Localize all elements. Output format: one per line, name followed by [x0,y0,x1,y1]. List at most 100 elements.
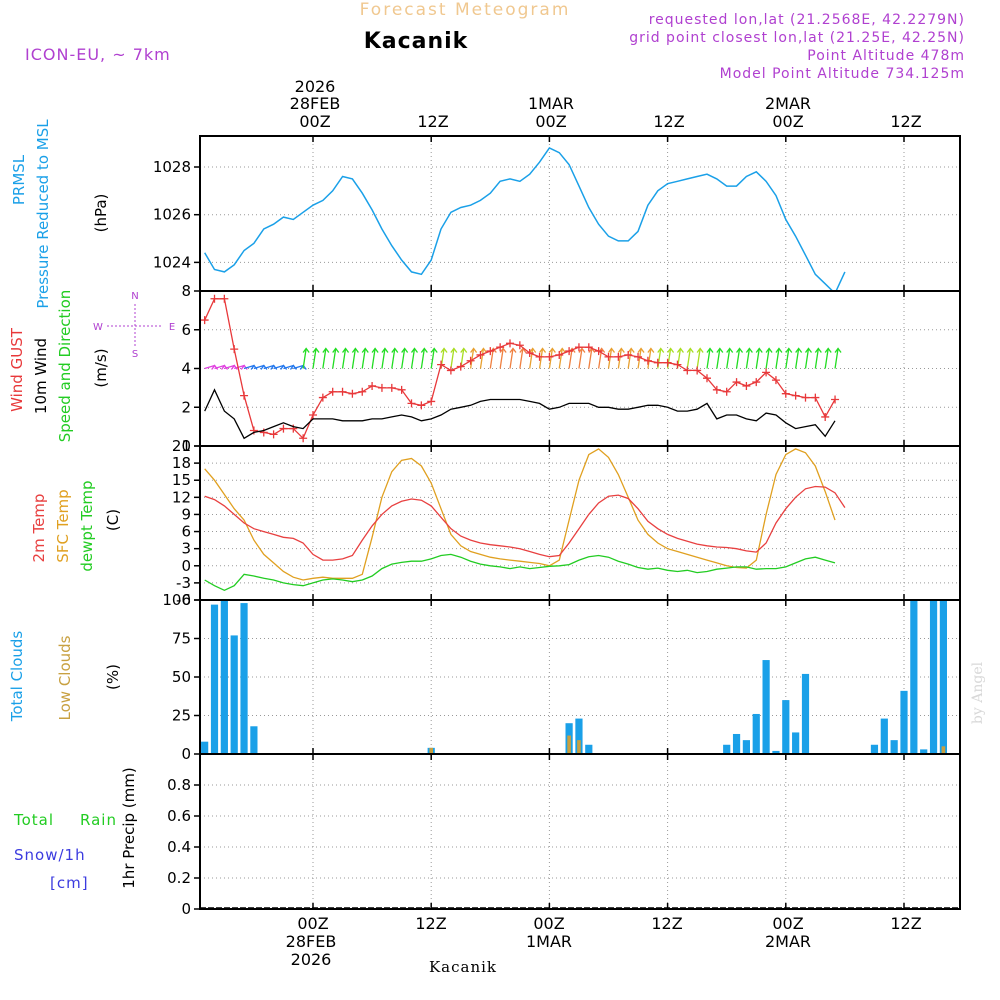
wind-arrow [489,348,494,369]
gust-marker [220,294,229,303]
low-cloud-bar [577,740,581,754]
wind-arrow-head [332,347,340,353]
gust-marker [574,343,583,352]
wind-arrow-head [548,347,556,353]
wind-arrow [588,348,593,369]
wind-arrow-head [499,347,507,353]
wind-arrow-head [302,347,310,353]
gust-marker [643,356,652,365]
total-cloud-bar [220,600,228,754]
wind-arrow [253,364,265,370]
total-cloud-bar [575,718,583,754]
total-cloud-bar [723,744,731,754]
low-cloud-bar [941,746,946,754]
footer-location: Kacanik [429,958,497,976]
gust-marker [712,385,721,394]
top-label-line3: 00Z [535,112,566,131]
wind-arrow [243,364,255,370]
total-cloud-bar [585,744,593,754]
wind-arrow-head [381,347,389,353]
wind-arrow [755,348,760,369]
y-tick-label: 50 [172,668,191,686]
gust-marker [397,385,406,394]
total-cloud-bar [782,700,790,754]
gust-marker [781,389,790,398]
gust-marker [703,374,711,383]
wind-arrow-head [410,347,419,353]
wind-arrow-head [765,347,773,353]
bottom-label-line1: 12Z [890,914,921,933]
compass-rose: N S W E [93,291,175,360]
bottom-label-line1: 12Z [651,914,682,933]
wind-arrow [548,348,554,369]
bottom-time-axis: 00Z 28FEB 2026 12Z 00Z 1MAR 12Z 00Z 2MAR… [286,914,922,969]
wind-arrow [263,364,274,370]
gust-marker [210,294,219,303]
bottom-label-line1: 00Z [772,914,803,933]
wind-arrow-head [322,347,330,353]
panel-precip: 0 0.2 0.4 0.6 0.8 [167,753,961,918]
wind-arrow-head [686,347,694,353]
gust-marker [752,378,761,387]
gust-marker [456,362,465,371]
gust-marker [663,358,672,367]
gust-marker [328,387,337,396]
wind-arrow [381,348,386,369]
y-tick-label: 18 [172,454,191,472]
y-tick-label: 25 [172,707,191,725]
panel-wind: 0 2 4 6 8 [181,282,961,455]
wind-arrow-head [745,347,753,353]
y-tick-label: 0 [181,557,191,575]
total-cloud-bar [732,733,741,754]
y-tick-label: 2 [181,398,191,416]
y-tick-label: 0.4 [167,838,191,856]
wind-arrow [627,348,632,369]
wind-arrow-head [529,347,537,353]
wind-arrow-head [617,347,625,353]
wind-arrow [371,348,376,369]
gust-marker [318,393,327,402]
gust-marker [427,397,436,406]
plot-area [200,446,960,600]
wind-arrow [312,348,317,369]
total-cloud-bar [230,635,238,754]
total-cloud-bar [742,740,750,754]
wind-arrow-head [430,347,438,353]
wind-arrow-head [696,347,704,353]
gust-marker [693,366,702,375]
wind-arrow-head [440,347,448,353]
y-tick-label: 1026 [153,206,191,224]
wind-arrow [696,348,701,369]
gust-marker [230,345,239,354]
compass-east: E [169,322,175,333]
wind-arrow [814,348,819,369]
gust-marker [496,343,505,352]
location-title: Kacanik [364,29,469,54]
wind-arrow-head [312,347,320,353]
requested-coords: requested lon,lat (21.2568E, 42.2279N) [649,12,965,28]
wind-arrow-head [627,347,635,353]
wind-arrow-head [755,347,763,353]
gust-marker [762,368,771,377]
wind-arrow [637,348,642,369]
wind-arrow [204,364,215,370]
total-cloud-bar [240,603,248,754]
wind-arrow-head [716,347,724,353]
credit-watermark: by Angel [970,661,986,724]
temp-2m-label: 2m Temp [30,494,48,563]
wind-arrow-head [706,347,714,353]
wind-label: 10m Wind [32,338,50,414]
wind-arrow-head [558,347,566,353]
gust-marker [240,391,249,400]
wind-arrow [224,364,235,370]
wind-arrow-head [578,347,586,353]
compass-south: S [132,349,138,360]
precip-total-label: Total [13,811,54,829]
wind-arrow [834,348,839,369]
y-tick-label: 0.2 [167,869,191,887]
wind-arrow-head [824,347,832,353]
precip-axis-label: 1hr Precip (mm) [120,767,138,888]
wind-arrow-head [667,347,675,353]
plot-area [200,754,960,909]
gust-marker [269,430,278,439]
